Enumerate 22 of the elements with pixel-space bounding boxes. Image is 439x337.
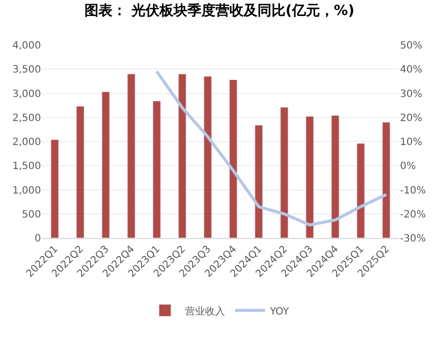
y2-tick-label: 50% [400,40,422,52]
line-series [155,70,388,226]
legend-label: YOY [269,306,290,318]
y2-tick-label: -10% [400,185,426,196]
y-tick-label: 2,500 [12,112,41,124]
y-tick-label: 3,000 [12,88,41,100]
y2-tick-label: -20% [400,209,426,220]
y-tick-label: 3,500 [12,64,41,76]
y2-tick-label: 0% [400,161,416,172]
legend-label: 营业收入 [185,305,225,318]
y2-tick-label: 40% [400,64,422,76]
y-tick-label: 2,000 [12,137,41,148]
y-tick-label: 500 [22,209,41,220]
chart-title: 图表： 光伏板块季度营收及同比(亿元，%) [84,2,354,19]
y-tick-label: 4,000 [12,40,41,52]
y-tick-label: 1,000 [12,185,41,196]
y2-tick-label: 10% [400,137,422,148]
y2-tick-label: 30% [400,88,422,100]
y-tick-label: 1,500 [12,161,41,172]
y2-tick-label: -30% [400,234,426,244]
y-tick-label: 0 [34,234,41,244]
y2-tick-label: 20% [400,112,422,124]
